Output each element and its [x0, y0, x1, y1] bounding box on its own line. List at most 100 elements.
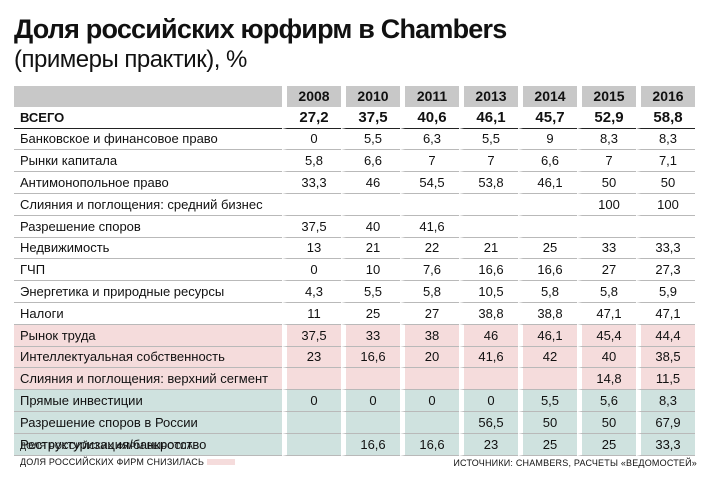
value-cell: 33 [577, 238, 636, 260]
row-label: Рынки капитала [14, 150, 282, 173]
value-cell: 8,3 [636, 390, 695, 412]
row-label: Налоги [14, 303, 282, 325]
year-header: 2010 [341, 86, 400, 107]
source-note: Источники: Chambers, расчеты «Ведомостей… [453, 458, 697, 468]
value-cell: 25 [518, 433, 577, 456]
row-label: Антимонопольное право [14, 172, 282, 194]
value-cell: 41,6 [459, 346, 518, 369]
value-cell: 6,6 [518, 150, 577, 173]
value-cell: 8,3 [577, 129, 636, 151]
row-label: Прямые инвестиции [14, 390, 282, 412]
value-cell: 7,1 [636, 150, 695, 173]
value-cell: 4,3 [282, 281, 341, 303]
header-label-cell [14, 86, 282, 107]
data-table: 2008 2010 2011 2013 2014 2015 2016 ВСЕГО… [14, 86, 695, 456]
row-label: Слияния и поглощения: верхний сегмент [14, 368, 282, 391]
value-cell: 67,9 [636, 411, 695, 434]
value-cell: 21 [341, 238, 400, 260]
value-cell: 0 [341, 390, 400, 412]
value-cell: 46,1 [518, 172, 577, 194]
year-header: 2013 [459, 86, 518, 107]
value-cell: 50 [577, 411, 636, 434]
value-cell: 6,6 [341, 150, 400, 173]
value-cell: 37,5 [282, 324, 341, 347]
value-cell: 53,8 [459, 172, 518, 194]
value-cell: 58,8 [636, 107, 695, 129]
value-cell: 7 [459, 150, 518, 173]
value-cell: 7,6 [400, 259, 459, 282]
value-cell: 38 [400, 324, 459, 347]
page-title: Доля российских юрфирм в Chambers [14, 14, 507, 44]
row-label: ВСЕГО [14, 107, 282, 129]
value-cell: 25 [577, 433, 636, 456]
value-cell: 5,8 [577, 281, 636, 303]
value-cell [459, 368, 518, 391]
row-label: Рынок труда [14, 324, 282, 347]
value-cell [341, 411, 400, 434]
row-label: Энергетика и природные ресурсы [14, 281, 282, 303]
table-row: ГЧП 0 10 7,6 16,6 16,6 27 27,3 [14, 259, 695, 282]
value-cell [341, 368, 400, 391]
table-row: Антимонопольное право 33,3 46 54,5 53,8 46,1 5… [14, 172, 695, 194]
table-row: Разрешение споров в России 56,5 50 50 67,9 [14, 411, 695, 434]
value-cell: 46 [341, 172, 400, 194]
table-row: Энергетика и природные ресурсы 4,3 5,5 5,8 1… [14, 281, 695, 303]
value-cell: 56,5 [459, 411, 518, 434]
table-row: Рынки капитала 5,8 6,6 7 7 6,6 7 7,1 [14, 150, 695, 173]
table-row: Недвижимость 13 21 22 21 25 33 33,3 [14, 238, 695, 260]
value-cell: 40 [341, 216, 400, 238]
page-subtitle: (примеры практик), % [14, 46, 247, 73]
value-cell: 10,5 [459, 281, 518, 303]
value-cell: 47,1 [577, 303, 636, 325]
value-cell: 5,5 [341, 281, 400, 303]
row-label: Интеллектуальная собственность [14, 346, 282, 369]
value-cell [577, 216, 636, 238]
value-cell: 5,6 [577, 390, 636, 412]
table-row: Прямые инвестиции 0 0 0 0 5,5 5,6 8,3 [14, 390, 695, 412]
value-cell [518, 216, 577, 238]
value-cell: 46,1 [459, 107, 518, 129]
value-cell: 9 [518, 129, 577, 151]
table-row: Реструктуризация/банкротство 16,6 16,6 23 25… [14, 433, 695, 456]
value-cell: 21 [459, 238, 518, 260]
value-cell: 38,5 [636, 346, 695, 369]
value-cell: 50 [636, 172, 695, 194]
value-cell: 0 [400, 390, 459, 412]
value-cell: 6,3 [400, 129, 459, 151]
value-cell [459, 216, 518, 238]
value-cell: 40,6 [400, 107, 459, 129]
year-header: 2008 [282, 86, 341, 107]
value-cell [282, 433, 341, 456]
value-cell: 33 [341, 324, 400, 347]
value-cell [282, 194, 341, 216]
value-cell: 52,9 [577, 107, 636, 129]
value-cell: 0 [459, 390, 518, 412]
value-cell: 16,6 [341, 346, 400, 369]
row-label: Недвижимость [14, 238, 282, 260]
year-header: 2014 [518, 86, 577, 107]
year-header: 2016 [636, 86, 695, 107]
value-cell: 0 [282, 259, 341, 282]
value-cell: 5,5 [518, 390, 577, 412]
value-cell: 42 [518, 346, 577, 369]
value-cell: 46 [459, 324, 518, 347]
row-label: Разрешение споров [14, 216, 282, 238]
value-cell [400, 194, 459, 216]
value-cell: 25 [518, 238, 577, 260]
year-header: 2011 [400, 86, 459, 107]
value-cell: 7 [400, 150, 459, 173]
value-cell: 27 [400, 303, 459, 325]
value-cell: 50 [577, 172, 636, 194]
value-cell: 40 [577, 346, 636, 369]
value-cell: 27,3 [636, 259, 695, 282]
value-cell: 33,3 [636, 433, 695, 456]
value-cell: 5,8 [282, 150, 341, 173]
value-cell: 27,2 [282, 107, 341, 129]
value-cell: 5,8 [518, 281, 577, 303]
value-cell: 44,4 [636, 324, 695, 347]
year-header: 2015 [577, 86, 636, 107]
value-cell: 47,1 [636, 303, 695, 325]
value-cell [518, 194, 577, 216]
value-cell: 5,8 [400, 281, 459, 303]
